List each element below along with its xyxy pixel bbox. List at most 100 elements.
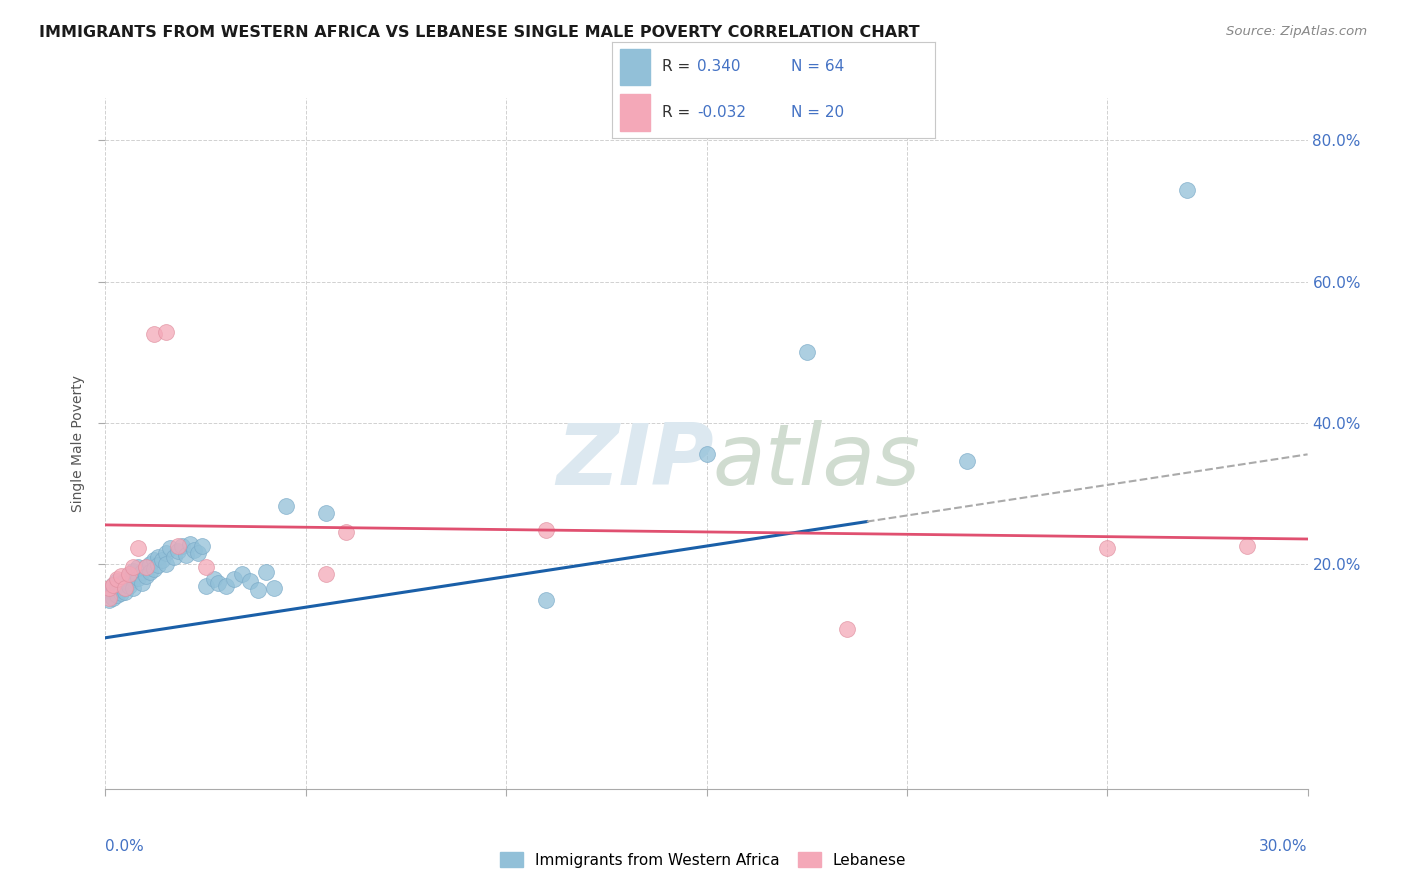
Y-axis label: Single Male Poverty: Single Male Poverty — [72, 376, 86, 512]
Point — [98, 582, 121, 596]
Point — [155, 546, 177, 560]
Point — [131, 576, 153, 591]
Point — [335, 524, 357, 539]
Point — [131, 565, 153, 579]
Point — [534, 523, 557, 537]
Point — [118, 567, 141, 582]
Point — [98, 589, 121, 603]
Point — [127, 571, 149, 585]
Point — [107, 574, 129, 589]
Text: R =: R = — [662, 60, 695, 74]
Point — [103, 578, 125, 592]
Point — [122, 560, 145, 574]
Point — [142, 553, 165, 567]
Point — [135, 560, 157, 574]
Point — [159, 541, 181, 556]
Point — [146, 549, 169, 564]
Point — [150, 553, 173, 567]
Point — [98, 583, 121, 598]
Point — [98, 591, 121, 605]
Text: ZIP: ZIP — [557, 419, 714, 502]
Point — [155, 326, 177, 340]
Point — [183, 542, 205, 557]
Point — [127, 560, 149, 574]
Point — [103, 591, 125, 605]
Point — [135, 560, 157, 574]
Point — [107, 589, 129, 603]
Point — [162, 549, 184, 564]
Point — [274, 499, 297, 513]
Point — [315, 506, 337, 520]
Point — [835, 622, 858, 636]
Point — [118, 569, 141, 583]
Text: 0.0%: 0.0% — [105, 839, 145, 855]
Point — [107, 572, 129, 586]
Point — [166, 539, 188, 553]
Point — [534, 593, 557, 607]
Point — [179, 537, 201, 551]
Point — [231, 567, 253, 582]
Point — [194, 560, 217, 574]
Point — [796, 345, 818, 359]
Point — [155, 557, 177, 571]
Point — [315, 567, 337, 582]
Point — [118, 576, 141, 591]
Point — [114, 574, 136, 589]
Text: IMMIGRANTS FROM WESTERN AFRICA VS LEBANESE SINGLE MALE POVERTY CORRELATION CHART: IMMIGRANTS FROM WESTERN AFRICA VS LEBANE… — [39, 25, 920, 40]
Bar — [620, 94, 651, 130]
Point — [1177, 183, 1199, 197]
Point — [146, 558, 169, 573]
Point — [239, 574, 262, 589]
Point — [263, 582, 285, 596]
Point — [122, 582, 145, 596]
Point — [222, 572, 245, 586]
Point — [103, 586, 125, 600]
Text: Source: ZipAtlas.com: Source: ZipAtlas.com — [1226, 25, 1367, 38]
Text: N = 64: N = 64 — [792, 60, 845, 74]
Bar — [620, 49, 651, 86]
Point — [190, 539, 212, 553]
Text: R =: R = — [662, 104, 695, 120]
Text: -0.032: -0.032 — [697, 104, 747, 120]
Point — [202, 572, 225, 586]
Point — [110, 569, 132, 583]
Point — [956, 454, 979, 468]
Point — [194, 579, 217, 593]
Point — [1236, 539, 1258, 553]
Point — [110, 583, 132, 598]
Text: 0.340: 0.340 — [697, 60, 741, 74]
Point — [187, 546, 209, 560]
Point — [114, 582, 136, 596]
Point — [110, 586, 132, 600]
Point — [142, 562, 165, 576]
Point — [127, 541, 149, 556]
Text: N = 20: N = 20 — [792, 104, 844, 120]
Point — [214, 579, 236, 593]
Point — [138, 565, 160, 579]
Point — [696, 447, 718, 461]
Point — [114, 585, 136, 599]
Point — [138, 557, 160, 571]
Point — [103, 578, 125, 592]
Point — [170, 539, 193, 553]
Point — [110, 576, 132, 591]
Point — [254, 565, 277, 579]
Point — [114, 582, 136, 596]
Text: 30.0%: 30.0% — [1260, 839, 1308, 855]
Point — [1097, 541, 1119, 556]
Point — [103, 582, 125, 596]
Point — [122, 572, 145, 586]
Point — [98, 593, 121, 607]
Point — [174, 548, 197, 562]
Point — [166, 544, 188, 558]
Point — [142, 327, 165, 342]
Point — [246, 583, 269, 598]
Point — [118, 579, 141, 593]
Text: atlas: atlas — [713, 419, 921, 502]
Point — [122, 564, 145, 578]
Point — [107, 579, 129, 593]
Point — [207, 576, 229, 591]
Point — [135, 569, 157, 583]
Legend: Immigrants from Western Africa, Lebanese: Immigrants from Western Africa, Lebanese — [494, 846, 912, 873]
Point — [107, 585, 129, 599]
